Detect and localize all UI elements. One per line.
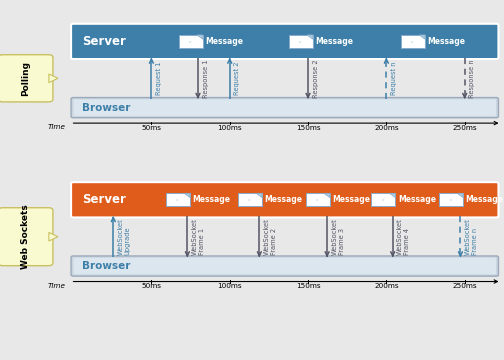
Text: 100ms: 100ms: [217, 125, 242, 131]
Text: Request 2: Request 2: [234, 62, 240, 95]
Text: @: @: [411, 41, 413, 42]
Polygon shape: [419, 35, 425, 39]
Text: Message: Message: [193, 195, 230, 204]
Text: WebSocket
Frame 4: WebSocket Frame 4: [397, 218, 410, 255]
Polygon shape: [324, 193, 330, 198]
Bar: [166, 193, 190, 206]
Polygon shape: [49, 233, 58, 241]
Text: @: @: [299, 41, 301, 42]
Text: Message: Message: [398, 195, 436, 204]
Polygon shape: [256, 193, 262, 198]
Text: 250ms: 250ms: [453, 125, 477, 131]
Text: Browser: Browser: [82, 261, 131, 271]
Text: Response n: Response n: [469, 59, 475, 98]
Text: @: @: [176, 200, 178, 201]
Polygon shape: [184, 193, 190, 198]
Text: 200ms: 200ms: [374, 125, 399, 131]
Polygon shape: [197, 35, 203, 39]
FancyBboxPatch shape: [71, 98, 498, 118]
Text: 250ms: 250ms: [453, 283, 477, 289]
FancyBboxPatch shape: [74, 99, 496, 116]
Text: WebSocket
Frame 2: WebSocket Frame 2: [264, 218, 277, 255]
Text: Message: Message: [205, 37, 243, 46]
Text: Message: Message: [466, 195, 503, 204]
FancyBboxPatch shape: [71, 256, 498, 276]
Text: Response 2: Response 2: [312, 59, 319, 98]
Bar: [238, 193, 262, 206]
Text: WebSocket
Frame 1: WebSocket Frame 1: [192, 218, 205, 255]
Text: Message: Message: [427, 37, 466, 46]
Bar: [439, 193, 463, 206]
Text: Message: Message: [316, 37, 353, 46]
Text: Polling: Polling: [21, 61, 30, 96]
Text: Response 1: Response 1: [203, 59, 209, 98]
Text: Request n: Request n: [391, 62, 397, 95]
Text: Message: Message: [265, 195, 302, 204]
Text: 50ms: 50ms: [142, 283, 161, 289]
FancyBboxPatch shape: [71, 182, 498, 217]
Polygon shape: [390, 193, 396, 198]
Polygon shape: [457, 193, 463, 198]
Text: WebSocket
Upgrade: WebSocket Upgrade: [118, 218, 131, 255]
Bar: [305, 193, 330, 206]
Text: Time: Time: [47, 283, 66, 289]
Bar: [178, 35, 203, 48]
Text: @: @: [189, 41, 191, 42]
Text: WebSocket
Frame 3: WebSocket Frame 3: [332, 218, 345, 255]
Text: @: @: [316, 200, 318, 201]
Text: WebSocket
Frame n: WebSocket Frame n: [465, 218, 478, 255]
Polygon shape: [49, 74, 58, 82]
Text: Web Sockets: Web Sockets: [21, 204, 30, 269]
Text: Server: Server: [82, 35, 126, 48]
FancyBboxPatch shape: [0, 208, 53, 266]
Text: Message: Message: [332, 195, 370, 204]
Text: Server: Server: [82, 193, 126, 206]
Text: 150ms: 150ms: [296, 283, 321, 289]
Text: 200ms: 200ms: [374, 283, 399, 289]
Polygon shape: [307, 35, 313, 39]
FancyBboxPatch shape: [71, 24, 498, 59]
Text: 100ms: 100ms: [217, 283, 242, 289]
Bar: [401, 35, 425, 48]
Bar: [289, 35, 313, 48]
Text: 150ms: 150ms: [296, 125, 321, 131]
Text: Request 1: Request 1: [156, 62, 162, 95]
Text: Time: Time: [47, 124, 66, 130]
Text: 50ms: 50ms: [142, 125, 161, 131]
Text: @: @: [382, 200, 384, 201]
Text: @: @: [248, 200, 250, 201]
Text: @: @: [450, 200, 452, 201]
Text: Browser: Browser: [82, 103, 131, 113]
Bar: [371, 193, 396, 206]
FancyBboxPatch shape: [0, 55, 53, 102]
FancyBboxPatch shape: [74, 258, 496, 274]
